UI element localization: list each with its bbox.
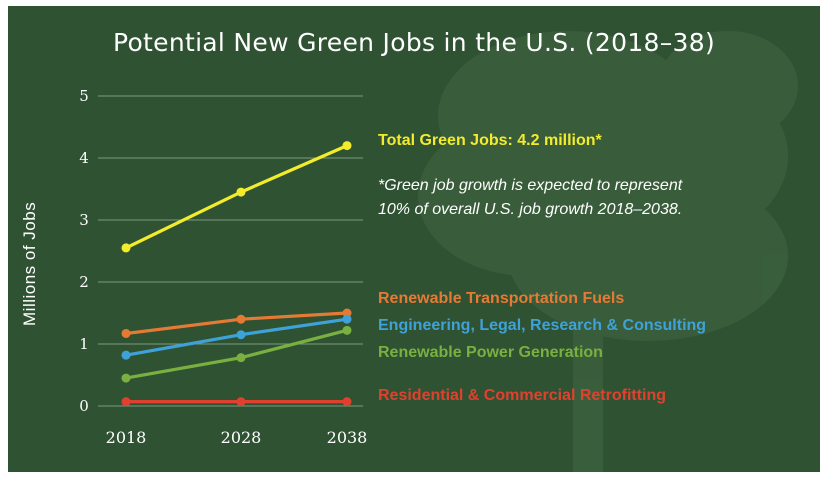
- x-tick-label: 2038: [327, 428, 368, 447]
- footnote-line-2: 10% of overall U.S. job growth 2018–2038…: [378, 198, 818, 222]
- data-point: [237, 353, 246, 362]
- data-point: [122, 243, 131, 252]
- series-line: [126, 330, 347, 378]
- y-tick-label: 4: [79, 149, 89, 167]
- y-tick-label: 5: [79, 87, 89, 105]
- x-tick-label: 2028: [221, 428, 262, 447]
- data-point: [343, 141, 352, 150]
- data-point: [237, 397, 246, 406]
- data-point: [343, 315, 352, 324]
- data-point: [237, 188, 246, 197]
- x-tick-label: 2018: [106, 428, 147, 447]
- series-line: [126, 146, 347, 248]
- series-label-engineering: Engineering, Legal, Research & Consultin…: [378, 317, 706, 335]
- y-axis-label: Millions of Jobs: [20, 202, 40, 326]
- y-tick-label: 2: [79, 273, 89, 291]
- series-label-power: Renewable Power Generation: [378, 344, 603, 362]
- series-line: [126, 319, 347, 355]
- series-label-transport: Renewable Transportation Fuels: [378, 290, 624, 308]
- data-point: [237, 330, 246, 339]
- footnote-annotation: *Green job growth is expected to represe…: [378, 174, 818, 222]
- chart-panel: Potential New Green Jobs in the U.S. (20…: [8, 6, 820, 472]
- data-point: [343, 397, 352, 406]
- data-point: [122, 351, 131, 360]
- series-label-retrofit: Residential & Commercial Retrofitting: [378, 387, 666, 405]
- series-label-total: Total Green Jobs: 4.2 million*: [378, 132, 602, 150]
- data-point: [122, 374, 131, 383]
- footnote-line-1: *Green job growth is expected to represe…: [378, 174, 818, 198]
- y-tick-label: 3: [79, 211, 89, 229]
- y-tick-label: 0: [79, 397, 89, 415]
- y-tick-label: 1: [79, 335, 89, 353]
- data-point: [122, 397, 131, 406]
- data-point: [343, 326, 352, 335]
- data-point: [237, 315, 246, 324]
- data-point: [122, 329, 131, 338]
